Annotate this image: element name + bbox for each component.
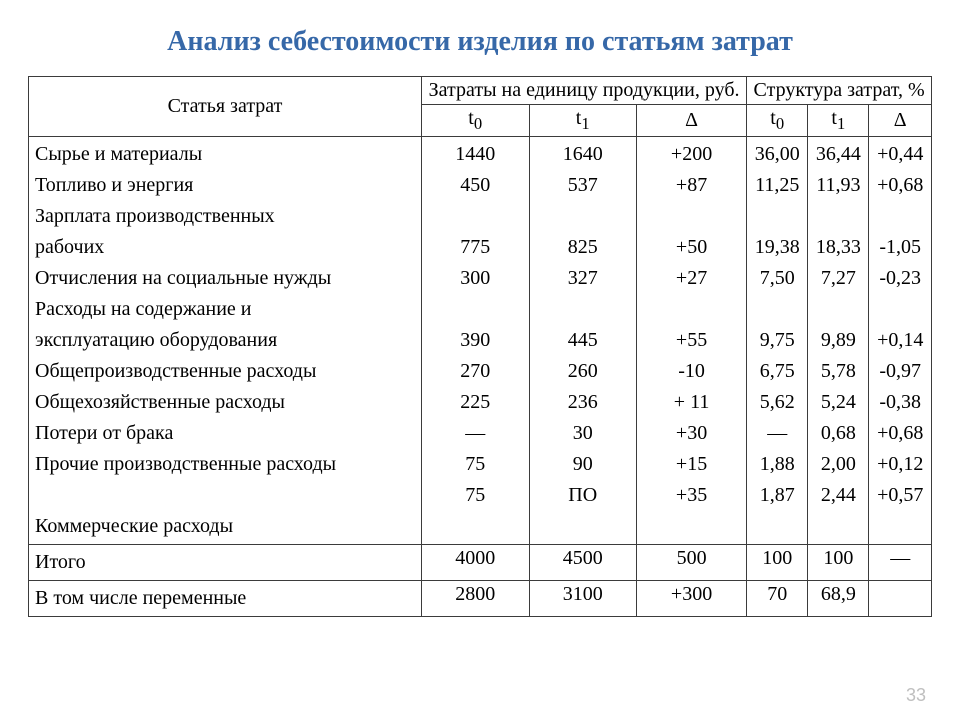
header-unit-costs: Затраты на единицу продукции, руб. <box>422 77 747 105</box>
col-cost-t0: 1440450 775300 390270225—7575 <box>422 137 530 545</box>
header-structure: Структура затрат, % <box>747 77 932 105</box>
header-delta-2: Δ <box>869 105 932 137</box>
footer-c-t0: 4000 <box>422 545 530 581</box>
header-delta-1: Δ <box>637 105 747 137</box>
row-names-cell: Сырье и материалыТопливо и энергияЗарпла… <box>29 137 422 545</box>
table-row-total: Итого 4000 4500 500 100 100 — <box>29 545 932 581</box>
table-row: Сырье и материалыТопливо и энергияЗарпла… <box>29 137 932 545</box>
col-struct-t0: 36,0011,25 19,387,50 9,756,755,62—1,881,… <box>747 137 808 545</box>
footer-c-d: +300 <box>637 581 747 617</box>
page-title: Анализ себестоимости изделия по статьям … <box>28 26 932 58</box>
col-cost-delta: +200+87 +50+27 +55-10+ 11+30+15+35 <box>637 137 747 545</box>
col-cost-t1: 1640537 825327 4452602363090ПО <box>529 137 637 545</box>
footer-c-t1: 3100 <box>529 581 637 617</box>
footer-c-d: 500 <box>637 545 747 581</box>
footer-name: В том числе переменные <box>29 581 422 617</box>
table-body: Сырье и материалыТопливо и энергияЗарпла… <box>29 137 932 617</box>
header-t0: t0 <box>422 105 530 137</box>
footer-s-t1: 68,9 <box>808 581 869 617</box>
table-header: Статья затрат Затраты на единицу продукц… <box>29 77 932 137</box>
table-row-variable: В том числе переменные 2800 3100 +300 70… <box>29 581 932 617</box>
footer-s-t0: 70 <box>747 581 808 617</box>
cost-table: Статья затрат Затраты на единицу продукц… <box>28 76 932 617</box>
footer-name: Итого <box>29 545 422 581</box>
footer-s-t1: 100 <box>808 545 869 581</box>
col-struct-delta: +0,44+0,68 -1,05-0,23 +0,14-0,97-0,38+0,… <box>869 137 932 545</box>
col-struct-t1: 36,4411,93 18,337,27 9,895,785,240,682,0… <box>808 137 869 545</box>
footer-s-d <box>869 581 932 617</box>
header-article: Статья затрат <box>29 77 422 137</box>
footer-s-d: — <box>869 545 932 581</box>
footer-s-t0: 100 <box>747 545 808 581</box>
header-t1-2: t1 <box>808 105 869 137</box>
header-t1: t1 <box>529 105 637 137</box>
row-names: Сырье и материалыТопливо и энергияЗарпла… <box>35 139 415 542</box>
footer-c-t1: 4500 <box>529 545 637 581</box>
header-t0-2: t0 <box>747 105 808 137</box>
footer-c-t0: 2800 <box>422 581 530 617</box>
page-number: 33 <box>906 685 926 706</box>
page: Анализ себестоимости изделия по статьям … <box>0 0 960 720</box>
